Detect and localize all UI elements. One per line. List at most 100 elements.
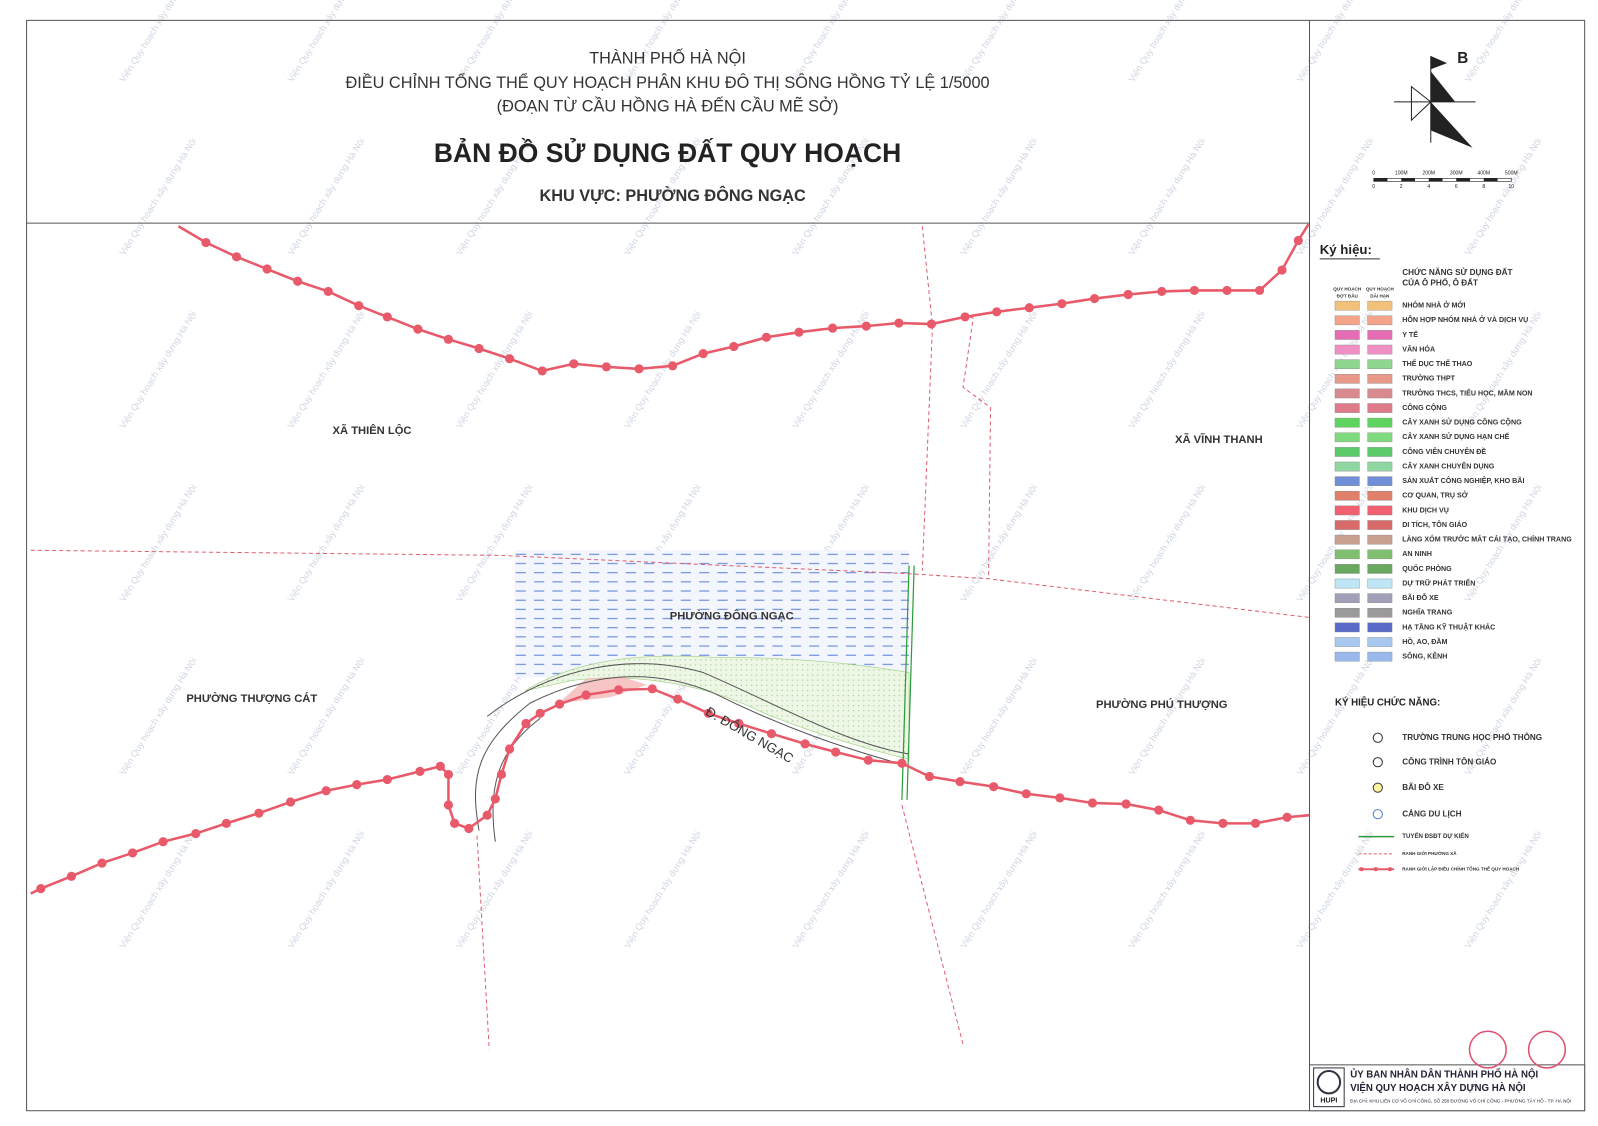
legend-subtitle: CỦA Ô PHỐ, Ô ĐẤT — [1402, 276, 1478, 287]
boundary-node — [1255, 285, 1265, 296]
boundary-node — [415, 766, 425, 776]
boundary-node — [897, 758, 907, 768]
scale-label: 400M — [1477, 171, 1490, 177]
boundary-node — [828, 323, 838, 333]
line-symbol-node — [1387, 867, 1393, 872]
legend-swatch — [1367, 622, 1393, 633]
boundary-node — [955, 776, 965, 787]
function-label: CẢNG DU LỊCH — [1402, 807, 1461, 818]
scale-label: 0 — [1372, 171, 1375, 177]
legend-label: DỰ TRỮ PHÁT TRIỂN — [1402, 578, 1475, 587]
scale-segment — [1401, 178, 1415, 182]
boundary-node — [158, 837, 168, 847]
legend-label: AN NINH — [1402, 550, 1432, 558]
legend-swatch — [1367, 534, 1393, 545]
legend-swatch — [1334, 578, 1360, 589]
boundary-node — [703, 708, 713, 718]
scale-segment — [1428, 178, 1443, 182]
boundary-node — [323, 286, 333, 297]
legend-swatch — [1367, 651, 1393, 662]
watermark: Viện Quy hoạch xây dựng Hà Nội — [286, 656, 367, 777]
footer-logo-text: HUPI — [1320, 1096, 1337, 1104]
green-area — [524, 655, 910, 760]
boundary-node — [352, 780, 362, 790]
scale-label: 500M — [1505, 171, 1518, 177]
boundary-node — [262, 264, 272, 274]
footer-logo — [1316, 1069, 1342, 1095]
legend-swatch — [1367, 549, 1393, 560]
scale-label: 0 — [1372, 184, 1375, 190]
water-area — [514, 550, 910, 678]
watermark: Viện Quy hoạch xây dựng Hà Nội — [1463, 136, 1544, 257]
boundary-node — [191, 828, 201, 839]
scale-label: 300M — [1450, 171, 1463, 177]
boundary-node — [863, 755, 873, 765]
boundary-node — [647, 684, 657, 694]
legend-swatch — [1367, 403, 1393, 413]
boundary-node — [831, 747, 841, 757]
legend-swatch — [1367, 520, 1393, 530]
boundary-node — [221, 818, 231, 828]
boundary-node — [1189, 285, 1199, 296]
boundary-node — [231, 252, 242, 262]
legend-swatch — [1367, 491, 1393, 501]
boundary-node — [1087, 798, 1098, 808]
boundary-node — [201, 237, 211, 248]
legend-label: CÂY XANH SỬ DỤNG HẠN CHẾ — [1402, 431, 1509, 441]
road — [474, 663, 910, 842]
legend-swatch — [1334, 359, 1360, 369]
legend-swatch — [1334, 651, 1360, 662]
legend-swatch — [1367, 564, 1393, 574]
boundary-node — [734, 718, 744, 729]
boundary-node — [1293, 235, 1303, 246]
scale-label: 200M — [1422, 171, 1435, 177]
legend-column-header: QUY HOẠCH — [1366, 287, 1394, 292]
boundary-node — [1185, 815, 1195, 825]
boundary-node — [254, 808, 264, 818]
legend-swatch — [1367, 388, 1393, 399]
watermark: Viện Quy hoạch xây dựng Hà Nội — [286, 0, 367, 84]
watermark: Viện Quy hoạch xây dựng Hà Nội — [1126, 0, 1207, 84]
boundary-node — [382, 774, 392, 785]
footer-org: ỦY BAN NHÂN DÂN THÀNH PHỐ HÀ NỘI — [1350, 1069, 1538, 1081]
boundary-node — [926, 319, 937, 329]
legend-label: LÀNG XÓM TRƯỚC MẮT CẢI TẠO, CHỈNH TRANG — [1402, 535, 1572, 544]
watermark: Viện Quy hoạch xây dựng Hà Nội — [454, 829, 535, 950]
frame — [26, 19, 1586, 1112]
boundary-node — [569, 359, 579, 369]
legend-label: HỒ, AO, ĐẦM — [1402, 636, 1447, 646]
legend-swatch — [1334, 593, 1360, 603]
legend-label: QUỐC PHÒNG — [1402, 563, 1452, 573]
boundary-node — [924, 771, 935, 782]
boundary-node — [601, 362, 611, 372]
stamp — [1527, 1030, 1567, 1069]
watermark: Viện Quy hoạch xây dựng Hà Nội — [790, 0, 871, 84]
boundary-node — [354, 301, 364, 311]
area-label: PHƯỜNG PHÚ THƯỢNG — [1096, 698, 1228, 711]
line-symbol-node — [1373, 867, 1378, 872]
watermark: Viện Quy hoạch xây dựng Hà Nội — [958, 309, 1039, 430]
boundary-node — [581, 690, 591, 700]
boundary-node — [1282, 812, 1292, 822]
scale-label: 8 — [1482, 184, 1485, 190]
legend-swatch — [1367, 637, 1393, 647]
north-label: B — [1457, 50, 1468, 67]
boundary-node — [554, 699, 565, 709]
boundary-node — [1055, 793, 1065, 803]
legend-swatch — [1334, 447, 1360, 457]
legend-column-header: ĐỢT ĐẦU — [1337, 293, 1359, 299]
stamp — [1468, 1030, 1507, 1069]
function-label: BÃI ĐỖ XE — [1402, 781, 1444, 792]
legend-swatch — [1334, 403, 1360, 413]
legend-label: CƠ QUAN, TRỤ SỞ — [1402, 491, 1469, 500]
legend-swatch — [1367, 607, 1393, 618]
watermark: Viện Quy hoạch xây dựng Hà Nội — [1295, 829, 1376, 950]
legend-swatch — [1367, 300, 1393, 311]
boundary-node — [474, 343, 484, 354]
legend-label: VĂN HÓA — [1402, 344, 1435, 353]
line-label: RANH GIỚI PHƯỜNG XÃ — [1402, 849, 1457, 856]
boundary-node — [673, 694, 683, 704]
